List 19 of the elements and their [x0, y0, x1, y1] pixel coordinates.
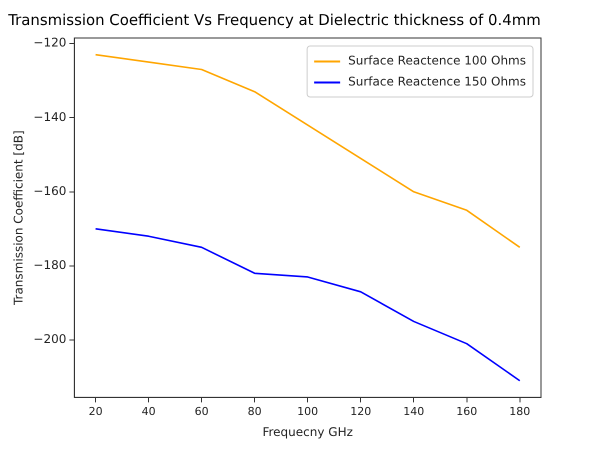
- x-tick-label: 100: [297, 404, 318, 418]
- x-tick-label: 140: [403, 404, 424, 418]
- chart-title: Transmission Coefficient Vs Frequency at Dielectric thickness of 0.4mm: [7, 10, 541, 29]
- x-tick-label: 60: [194, 404, 209, 418]
- x-tick-label: 20: [88, 404, 103, 418]
- y-tick-label: −200: [33, 332, 66, 346]
- y-axis-title: Transmission Coefficient [dB]: [11, 130, 26, 306]
- y-tick-label: −120: [33, 36, 66, 50]
- x-axis-title: Frequecny GHz: [262, 424, 353, 439]
- x-tick-label: 180: [509, 404, 530, 418]
- x-tick-label: 120: [350, 404, 372, 418]
- x-tick-label: 160: [456, 404, 478, 418]
- x-tick-label: 40: [142, 404, 156, 418]
- legend-label: Surface Reactence 150 Ohms: [348, 74, 526, 89]
- legend-label: Surface Reactence 100 Ohms: [348, 54, 526, 68]
- y-tick-label: −160: [33, 184, 66, 198]
- y-tick-label: −180: [33, 258, 66, 272]
- x-tick-label: 80: [248, 404, 262, 418]
- y-tick-label: −140: [33, 110, 66, 124]
